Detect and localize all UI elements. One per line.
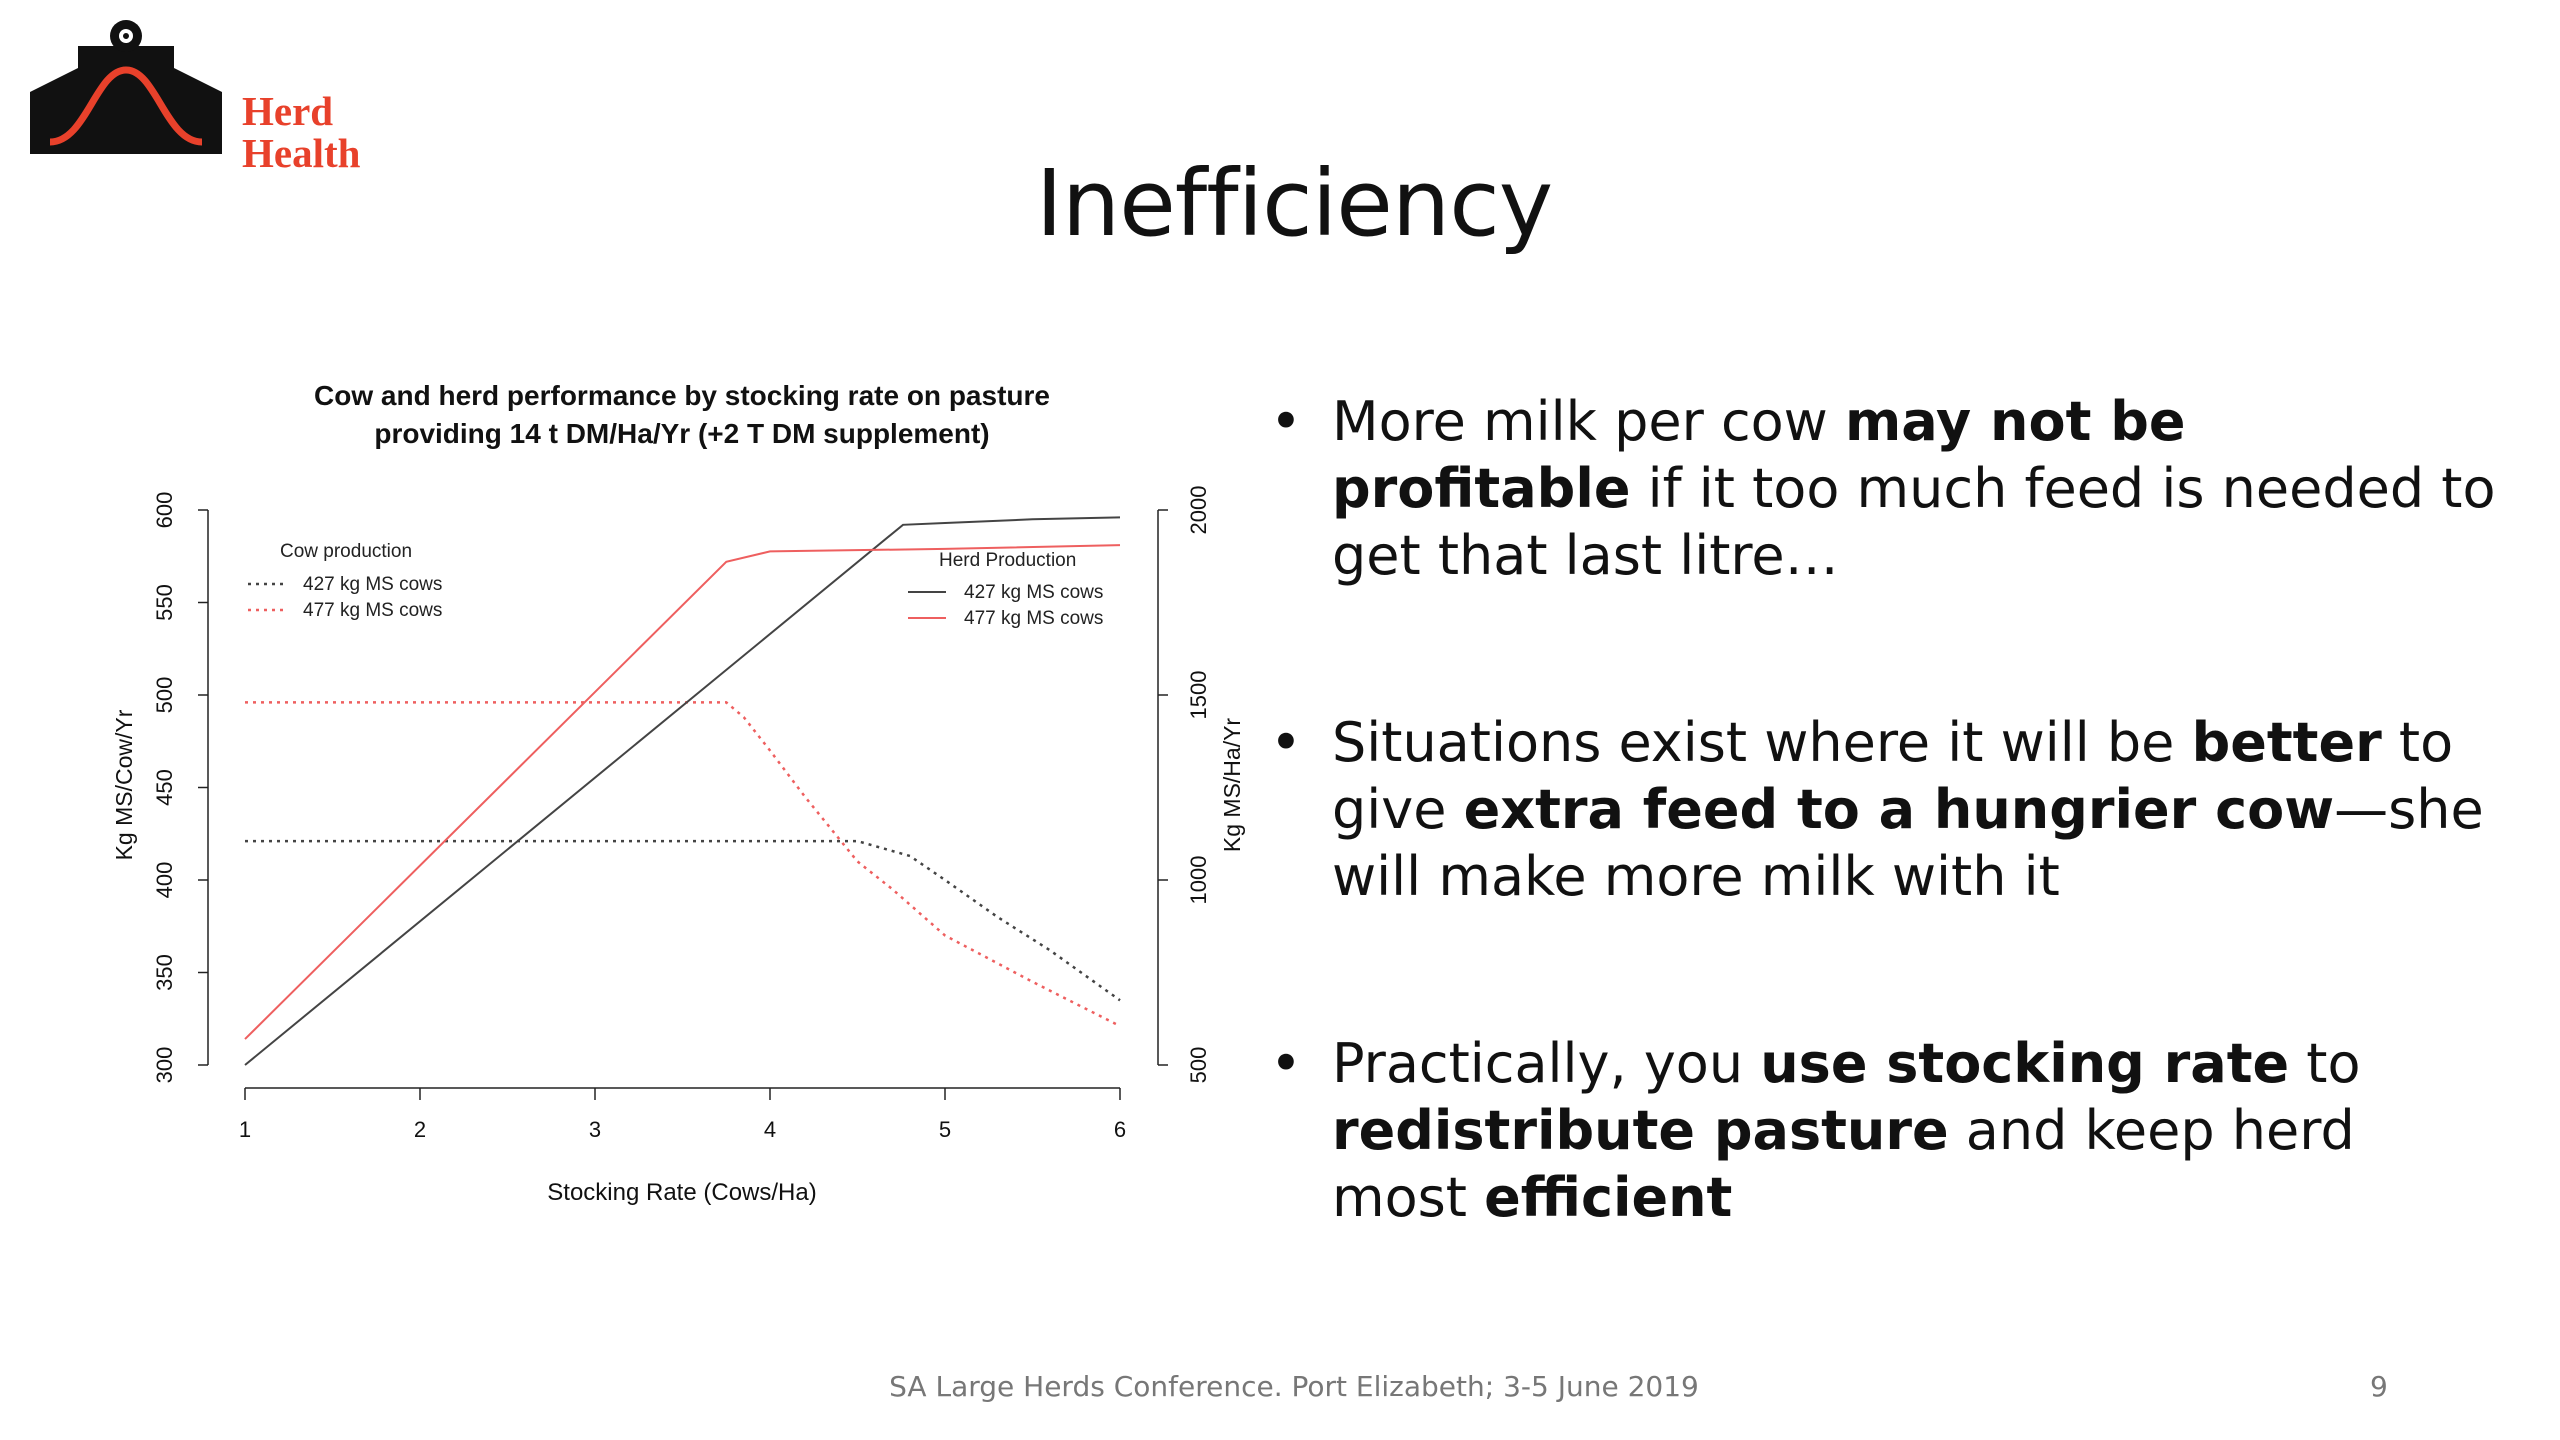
- bullet-bold-text: efficient: [1484, 1166, 1733, 1229]
- bullet-text: and keep herd most: [1332, 1099, 2355, 1229]
- x-axis-label: Stocking Rate (Cows/Ha): [547, 1179, 816, 1206]
- y-right-tick-label: 1500: [1186, 671, 1211, 720]
- bullet-text: More milk per cow: [1332, 390, 1845, 453]
- bullet-item: • Practically, you use stocking rate to r…: [1270, 1030, 2500, 1231]
- y-left-tick-label: 500: [152, 677, 177, 714]
- bullet-item: • More milk per cow may not be profitable…: [1270, 388, 2500, 589]
- bullet-bold-text: redistribute pasture: [1332, 1099, 1949, 1162]
- bullet-bold-text: better: [2191, 711, 2382, 774]
- bullet-bold-text: use stocking rate: [1760, 1032, 2290, 1095]
- y-right-axis-label: Kg MS/Ha/Yr: [1219, 718, 1245, 853]
- bullet-dot-icon: •: [1270, 711, 1302, 774]
- bullet-text: to give: [1332, 711, 2454, 841]
- y-left-tick-label: 400: [152, 862, 177, 899]
- chart-title-line-2: providing 14 t DM/Ha/Yr (+2 T DM supplem…: [374, 418, 989, 449]
- series-line-herd-427: [244, 516, 1121, 1066]
- series-line-cow-477: [245, 701, 1121, 1028]
- logo-line-2: Health: [242, 130, 361, 176]
- series-line-herd-477: [244, 544, 1121, 1040]
- bullet-text: if it too much feed is needed to get tha…: [1332, 457, 2496, 587]
- bullet-text: to: [2289, 1032, 2361, 1095]
- bullet-item: • Situations exist where it will be bette…: [1270, 709, 2500, 910]
- x-tick-label: 1: [239, 1117, 251, 1142]
- y-left-axis-label: Kg MS/Cow/Yr: [111, 709, 137, 860]
- legend-herd-title: Herd Production: [939, 550, 1076, 571]
- bullet-dot-icon: •: [1270, 1032, 1302, 1095]
- y-left-tick-label: 300: [152, 1047, 177, 1084]
- y-right-tick-label: 2000: [1186, 486, 1211, 535]
- herd-health-logo: Herd Health: [26, 18, 360, 174]
- chart-container: Cow and herd performance by stocking rat…: [100, 370, 1250, 1235]
- legend-cow-entry: 477 kg MS cows: [303, 600, 442, 621]
- bullet-bold-text: extra feed to a hungrier cow: [1463, 778, 2335, 841]
- x-tick-label: 3: [589, 1117, 601, 1142]
- y-left-tick-label: 550: [152, 584, 177, 621]
- legend-herd-entry: 427 kg MS cows: [964, 582, 1103, 603]
- legend-cow-title: Cow production: [280, 541, 412, 562]
- ear-tag-logo-icon: [30, 20, 222, 154]
- logo-text: Herd Health: [242, 90, 360, 174]
- bullet-list: • More milk per cow may not be profitable…: [1270, 388, 2500, 1351]
- bullet-text: Situations exist where it will be: [1332, 711, 2192, 774]
- x-tick-label: 5: [939, 1117, 951, 1142]
- slide-title: Inefficiency: [1035, 150, 1553, 257]
- legend-cow-entry: 427 kg MS cows: [303, 574, 442, 595]
- y-right-tick-label: 1000: [1186, 856, 1211, 905]
- bullet-dot-icon: •: [1270, 390, 1302, 453]
- logo-line-1: Herd: [242, 88, 334, 134]
- bullet-bold-text: may not be profitable: [1332, 390, 2186, 520]
- stocking-rate-chart: Cow and herd performance by stocking rat…: [111, 380, 1245, 1206]
- x-tick-label: 6: [1114, 1117, 1126, 1142]
- x-tick-label: 4: [764, 1117, 776, 1142]
- y-right-tick-label: 500: [1186, 1047, 1211, 1084]
- x-tick-label: 2: [414, 1117, 426, 1142]
- chart-title: Cow and herd performance by stocking rat…: [314, 380, 1050, 411]
- series-line-cow-427: [245, 839, 1121, 1002]
- bullet-text: —she will make more milk with it: [1332, 778, 2484, 908]
- y-left-tick-label: 450: [152, 769, 177, 806]
- y-left-tick-label: 350: [152, 954, 177, 991]
- page-number: 9: [2370, 1370, 2388, 1403]
- slide-footer: SA Large Herds Conference. Port Elizabet…: [889, 1370, 1699, 1403]
- legend-herd-entry: 477 kg MS cows: [964, 608, 1103, 629]
- y-left-tick-label: 600: [152, 492, 177, 529]
- bullet-text: Practically, you: [1332, 1032, 1761, 1095]
